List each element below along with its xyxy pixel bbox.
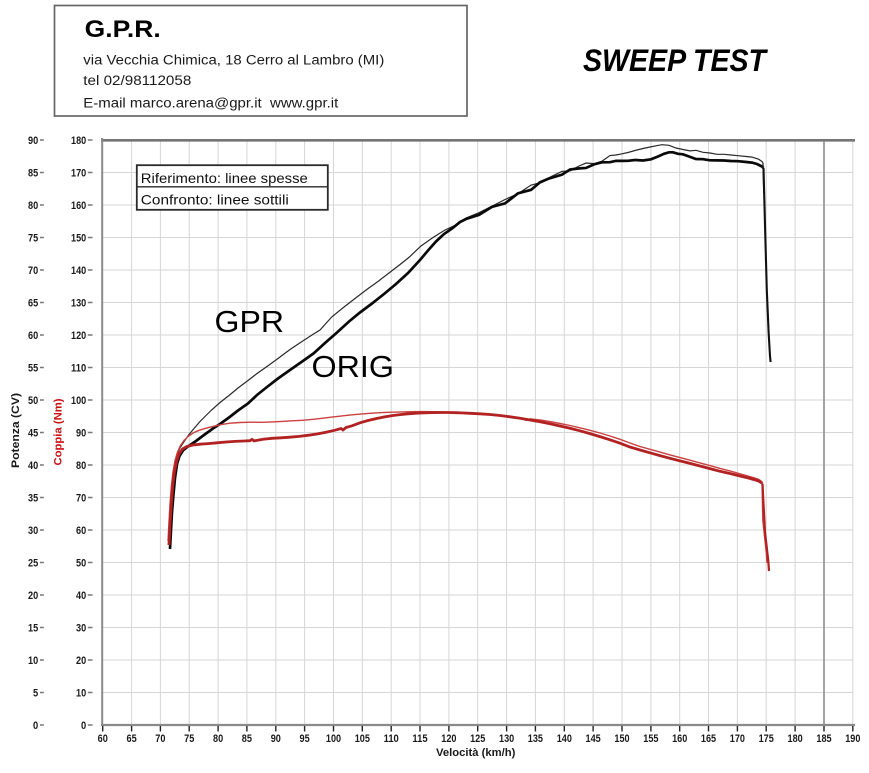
svg-text:30: 30 [28,525,38,537]
svg-text:45: 45 [28,427,38,439]
svg-text:85: 85 [242,733,252,745]
svg-text:50: 50 [76,557,86,569]
svg-text:20: 20 [28,590,38,602]
svg-text:60: 60 [28,330,38,342]
svg-text:Velocità (km/h): Velocità (km/h) [436,747,516,759]
svg-text:Potenza (CV): Potenza (CV) [10,393,22,468]
svg-text:90: 90 [76,427,86,439]
svg-text:80: 80 [28,200,38,212]
svg-text:5: 5 [33,687,38,699]
svg-text:190: 190 [845,733,860,745]
svg-text:160: 160 [71,200,86,212]
svg-text:170: 170 [71,167,86,179]
svg-text:35: 35 [28,492,38,504]
svg-text:150: 150 [71,232,86,244]
svg-text:80: 80 [76,460,86,472]
svg-text:SWEEP TEST: SWEEP TEST [583,42,768,78]
svg-text:120: 120 [71,330,86,342]
svg-text:140: 140 [557,733,572,745]
svg-text:100: 100 [326,733,341,745]
svg-text:110: 110 [71,362,86,374]
svg-text:135: 135 [528,733,543,745]
svg-text:110: 110 [384,733,399,745]
svg-text:0: 0 [81,720,86,732]
svg-text:70: 70 [76,492,86,504]
svg-text:90: 90 [28,135,38,147]
svg-text:125: 125 [470,733,485,745]
svg-text:ORIG: ORIG [312,349,395,384]
svg-text:0: 0 [33,720,38,732]
svg-text:100: 100 [71,395,86,407]
svg-text:75: 75 [184,733,194,745]
svg-text:165: 165 [701,733,716,745]
svg-text:80: 80 [213,733,223,745]
svg-text:GPR: GPR [215,304,285,339]
svg-text:180: 180 [788,733,803,745]
svg-text:50: 50 [28,395,38,407]
svg-text:30: 30 [76,622,86,634]
svg-text:60: 60 [76,525,86,537]
svg-text:120: 120 [441,733,456,745]
svg-text:G.P.R.: G.P.R. [85,16,161,43]
svg-text:60: 60 [98,733,108,745]
svg-text:10: 10 [28,655,38,667]
svg-text:180: 180 [71,135,86,147]
svg-text:Confronto: linee sottili: Confronto: linee sottili [141,191,289,207]
svg-text:55: 55 [28,362,38,374]
svg-text:E-mail marco.arena@gpr.it www: E-mail marco.arena@gpr.it www.gpr.it [83,96,338,111]
svg-text:150: 150 [614,733,629,745]
svg-text:40: 40 [28,460,38,472]
svg-text:130: 130 [499,733,514,745]
svg-text:105: 105 [355,733,370,745]
svg-text:95: 95 [300,733,310,745]
svg-text:145: 145 [586,733,601,745]
svg-text:40: 40 [76,590,86,602]
svg-text:70: 70 [155,733,165,745]
svg-text:20: 20 [76,655,86,667]
svg-text:185: 185 [816,733,831,745]
svg-text:160: 160 [672,733,687,745]
svg-text:Riferimento: linee spesse: Riferimento: linee spesse [141,170,308,186]
svg-text:via Vecchia Chimica, 18 Cerro: via Vecchia Chimica, 18 Cerro al Lambro … [83,53,384,68]
svg-text:115: 115 [412,733,427,745]
svg-text:75: 75 [28,232,38,244]
svg-text:130: 130 [71,297,86,309]
svg-text:90: 90 [271,733,281,745]
svg-text:tel 02/98112058: tel 02/98112058 [83,73,191,88]
svg-text:155: 155 [643,733,658,745]
svg-text:170: 170 [730,733,745,745]
svg-text:Coppia (Nm): Coppia (Nm) [53,398,65,465]
svg-text:140: 140 [71,265,86,277]
svg-text:25: 25 [28,557,38,569]
svg-text:65: 65 [127,733,137,745]
svg-text:15: 15 [28,622,38,634]
svg-text:85: 85 [28,167,38,179]
svg-text:65: 65 [28,297,38,309]
svg-text:175: 175 [759,733,774,745]
svg-text:70: 70 [28,265,38,277]
svg-text:10: 10 [76,687,86,699]
